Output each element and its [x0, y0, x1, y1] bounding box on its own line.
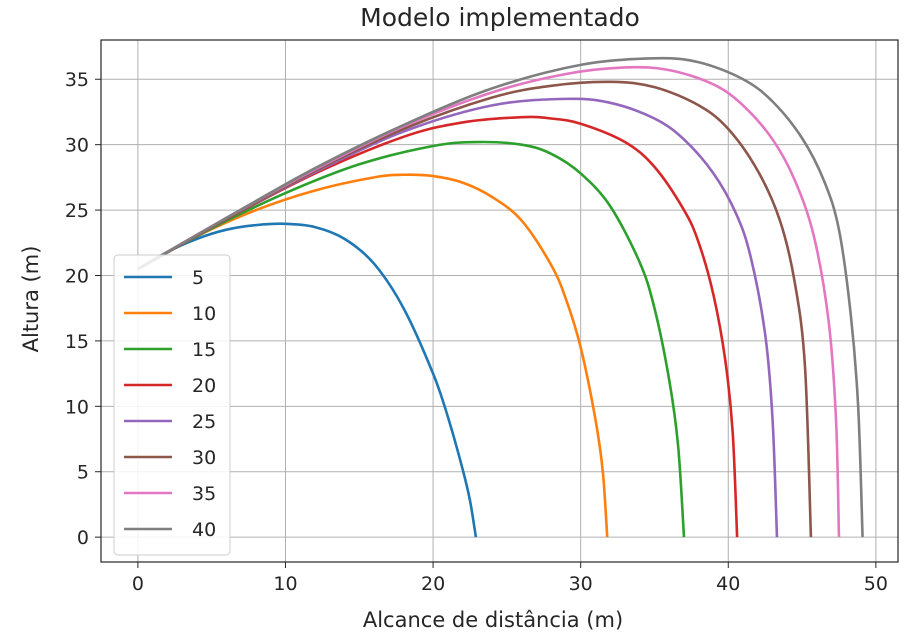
- x-tick-label: 50: [864, 573, 888, 595]
- axis-ticks: 0 10 20 30 40 50 0 5 10 15 20 25 30 35: [65, 69, 888, 595]
- y-axis-label: Altura (m): [19, 246, 43, 353]
- x-tick-label: 0: [132, 573, 144, 595]
- y-tick-label: 10: [65, 396, 89, 418]
- y-tick-label: 0: [77, 527, 89, 549]
- series-line-40: [137, 56, 864, 538]
- legend-label-35: 35: [192, 483, 216, 505]
- series-line-10: [137, 173, 609, 538]
- legend-label-5: 5: [192, 267, 204, 289]
- plot-frame: [100, 39, 899, 563]
- legend-label-25: 25: [192, 411, 216, 433]
- legend-label-10: 10: [192, 303, 216, 325]
- y-tick-label: 30: [65, 135, 89, 157]
- x-tick-label: 10: [273, 573, 297, 595]
- series-line-15: [137, 140, 686, 538]
- x-tick-label: 40: [716, 573, 740, 595]
- y-tick-label: 15: [65, 331, 89, 353]
- chart-title: Modelo implementado: [360, 3, 640, 32]
- legend-box: [113, 254, 231, 556]
- series-lines: [137, 56, 864, 538]
- series-line-30: [137, 80, 813, 538]
- y-tick-label: 35: [65, 69, 89, 91]
- legend-label-15: 15: [192, 339, 216, 361]
- x-tick-label: 30: [569, 573, 593, 595]
- grid: [101, 40, 898, 562]
- y-tick-label: 5: [77, 462, 89, 484]
- y-tick-label: 20: [65, 265, 89, 287]
- legend-label-40: 40: [192, 519, 216, 541]
- legend-label-30: 30: [192, 447, 216, 469]
- legend: 5 10 15 20 25 30 35 40: [113, 254, 231, 556]
- y-tick-label: 25: [65, 200, 89, 222]
- x-tick-label: 20: [421, 573, 445, 595]
- series-line-20: [137, 115, 739, 538]
- series-line-5: [137, 222, 478, 538]
- legend-label-20: 20: [192, 375, 216, 397]
- x-axis-label: Alcance de distância (m): [363, 608, 623, 632]
